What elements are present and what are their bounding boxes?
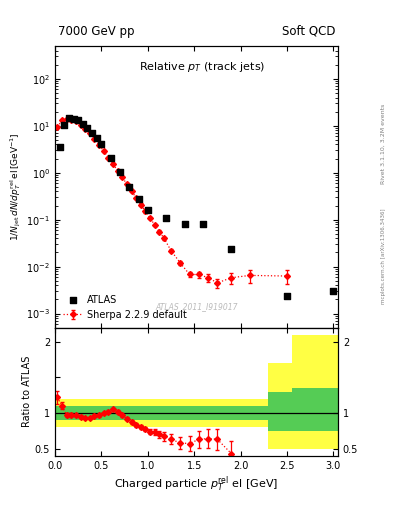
ATLAS	[228, 245, 235, 253]
Text: Relative $p_T$ (track jets): Relative $p_T$ (track jets)	[139, 60, 265, 74]
ATLAS	[98, 140, 105, 148]
ATLAS	[135, 195, 141, 203]
Text: 7000 GeV pp: 7000 GeV pp	[58, 25, 134, 37]
ATLAS	[284, 292, 290, 300]
ATLAS	[126, 183, 132, 191]
ATLAS	[163, 214, 169, 222]
ATLAS	[182, 220, 188, 228]
ATLAS	[70, 115, 77, 123]
Text: Rivet 3.1.10, 3.2M events: Rivet 3.1.10, 3.2M events	[381, 103, 386, 183]
ATLAS	[145, 206, 151, 214]
Y-axis label: Ratio to ATLAS: Ratio to ATLAS	[22, 356, 32, 428]
X-axis label: Charged particle $p^\mathsf{rel}_T$ el [GeV]: Charged particle $p^\mathsf{rel}_T$ el […	[114, 475, 279, 494]
ATLAS	[66, 114, 72, 122]
ATLAS	[61, 121, 68, 129]
ATLAS	[94, 134, 100, 142]
ATLAS	[200, 220, 207, 228]
Text: ATLAS_2011_I919017: ATLAS_2011_I919017	[155, 302, 238, 311]
ATLAS	[117, 167, 123, 176]
ATLAS	[84, 123, 91, 132]
ATLAS	[80, 120, 86, 128]
ATLAS	[330, 287, 336, 295]
ATLAS	[75, 116, 81, 124]
ATLAS	[57, 143, 63, 152]
Y-axis label: $1/N_\mathsf{jet}\,dN/dp^\mathsf{rel}_T\,\mathsf{el}\,[\mathsf{GeV}^{-1}]$: $1/N_\mathsf{jet}\,dN/dp^\mathsf{rel}_T\…	[9, 133, 24, 241]
Legend: ATLAS, Sherpa 2.2.9 default: ATLAS, Sherpa 2.2.9 default	[60, 292, 190, 323]
ATLAS	[108, 154, 114, 162]
Text: Soft QCD: Soft QCD	[282, 25, 335, 37]
ATLAS	[89, 129, 95, 137]
Text: mcplots.cern.ch [arXiv:1306.3436]: mcplots.cern.ch [arXiv:1306.3436]	[381, 208, 386, 304]
